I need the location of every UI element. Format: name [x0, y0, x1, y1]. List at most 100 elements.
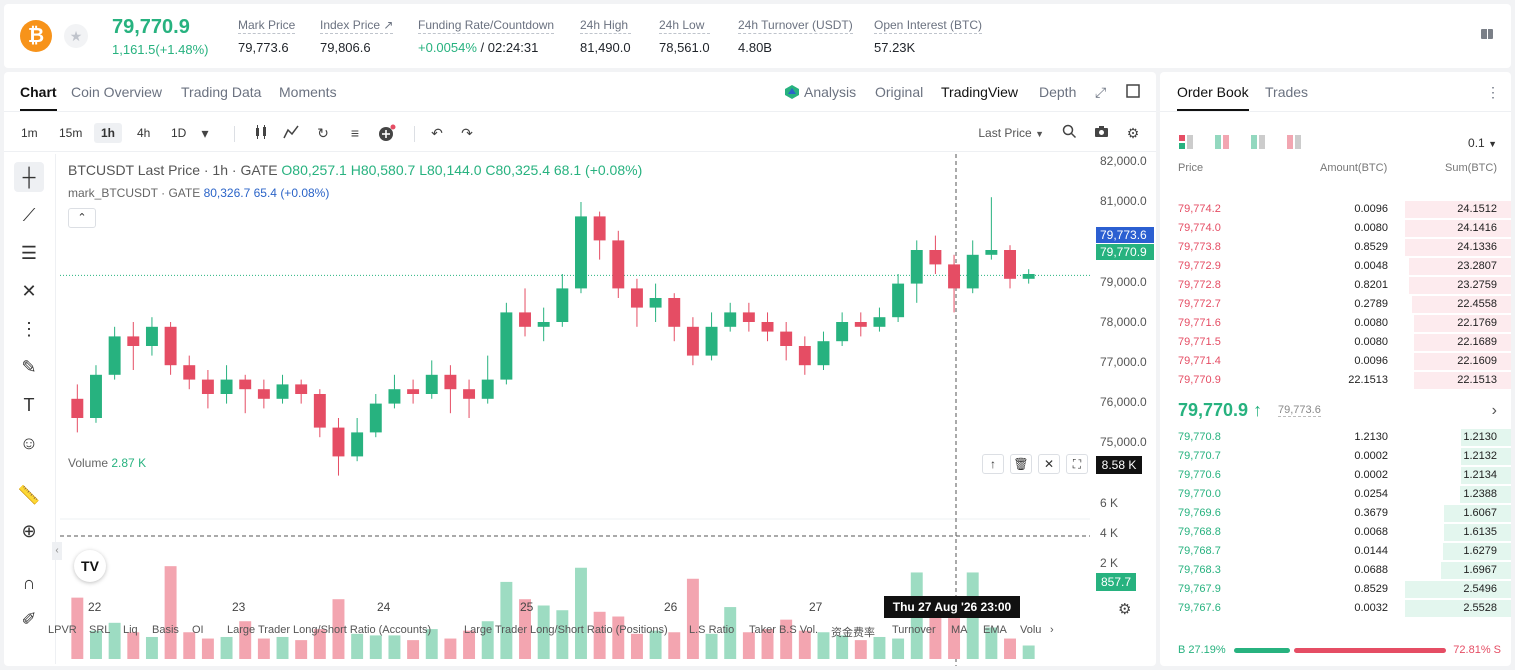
- stat-24h-turnover[interactable]: 24h Turnover (USDT) 4.80B: [738, 18, 853, 55]
- crosshair-tool-icon[interactable]: ┼: [14, 162, 44, 192]
- tab-chart[interactable]: Chart: [20, 84, 57, 111]
- pencil-icon[interactable]: ✐: [21, 609, 37, 629]
- indicator-item[interactable]: Liq: [123, 624, 138, 636]
- view-original[interactable]: Original: [875, 84, 924, 100]
- timeframe-1d[interactable]: 1D: [171, 126, 187, 140]
- search-icon[interactable]: [1060, 124, 1078, 142]
- axis-settings-icon[interactable]: ⚙: [1118, 601, 1132, 618]
- emoji-tool-icon[interactable]: ☺: [19, 433, 39, 453]
- analysis-view[interactable]: Analysis: [784, 84, 856, 100]
- tab-trades[interactable]: Trades: [1265, 84, 1309, 100]
- ask-row[interactable]: 79,774.2 0.0096 24.1512: [1160, 200, 1511, 219]
- timeframe-15m[interactable]: 15m: [59, 126, 83, 140]
- indicator-item[interactable]: OI: [192, 624, 204, 636]
- timeframe-1m[interactable]: 1m: [21, 126, 38, 140]
- precision-select[interactable]: 0.1 ▼: [1468, 136, 1497, 150]
- ask-row[interactable]: 79,774.0 0.0080 24.1416: [1160, 219, 1511, 238]
- ask-row[interactable]: 79,770.9 22.1513 22.1513: [1160, 371, 1511, 390]
- indicator-item[interactable]: Turnover: [892, 624, 936, 636]
- brush-tool-icon[interactable]: ✎: [21, 357, 37, 377]
- redo-icon[interactable]: ↷: [461, 125, 473, 141]
- ask-row[interactable]: 79,772.8 0.8201 23.2759: [1160, 276, 1511, 295]
- stat-open-interest[interactable]: Open Interest (BTC) 57.23K: [874, 18, 983, 55]
- timeframe-4h[interactable]: 4h: [137, 126, 151, 140]
- fib-tool-icon[interactable]: ⋮: [20, 319, 38, 339]
- bid-row[interactable]: 79,768.8 0.0068 1.6135: [1160, 523, 1511, 542]
- chevron-right-icon[interactable]: ›: [1050, 624, 1054, 636]
- ask-row[interactable]: 79,772.7 0.2789 22.4558: [1160, 295, 1511, 314]
- horizontal-lines-icon[interactable]: ☰: [20, 243, 38, 263]
- undo-icon[interactable]: ↶: [431, 125, 443, 141]
- move-pane-up-icon[interactable]: ↑: [982, 454, 1004, 474]
- layout-bids-icon[interactable]: [1250, 134, 1266, 155]
- magnet-icon[interactable]: ∩: [22, 573, 36, 593]
- bid-row[interactable]: 79,769.6 0.3679 1.6067: [1160, 504, 1511, 523]
- bid-row[interactable]: 79,770.0 0.0254 1.2388: [1160, 485, 1511, 504]
- ask-row[interactable]: 79,772.9 0.0048 23.2807: [1160, 257, 1511, 276]
- ask-amount: 0.0048: [1354, 260, 1388, 272]
- indicator-item[interactable]: L.S Ratio: [689, 624, 735, 636]
- indicator-item[interactable]: 资金费率: [831, 627, 875, 639]
- timeframe-1h[interactable]: 1h: [94, 123, 123, 143]
- layout-split-icon[interactable]: [1214, 134, 1230, 155]
- collapse-legend-button[interactable]: ⌃: [68, 208, 96, 228]
- indicators-icon[interactable]: [282, 124, 300, 142]
- text-tool-icon[interactable]: T: [23, 395, 35, 415]
- list-icon[interactable]: ≡: [350, 125, 360, 141]
- indicator-item[interactable]: MA: [951, 624, 968, 636]
- expand-icon[interactable]: ⤢: [1095, 84, 1107, 100]
- bid-row[interactable]: 79,768.3 0.0688 1.6967: [1160, 561, 1511, 580]
- bid-row[interactable]: 79,770.7 0.0002 1.2132: [1160, 447, 1511, 466]
- trendline-tool-icon[interactable]: ⟋: [22, 205, 36, 225]
- more-options-icon[interactable]: ⋮: [1486, 84, 1500, 100]
- tab-coin-overview[interactable]: Coin Overview: [71, 84, 163, 100]
- scroll-left-icon[interactable]: ‹: [52, 542, 62, 560]
- layout-both-icon[interactable]: [1178, 134, 1194, 155]
- indicator-item[interactable]: Large Trader Long/Short Ratio (Positions…: [464, 624, 668, 636]
- indicator-item[interactable]: SRL: [89, 624, 111, 636]
- view-depth[interactable]: Depth: [1039, 84, 1077, 100]
- maximize-pane-icon[interactable]: ⛶: [1066, 454, 1088, 474]
- zoom-in-icon[interactable]: ⊕: [21, 521, 37, 541]
- delete-pane-icon[interactable]: 🗑: [1010, 454, 1032, 474]
- tab-moments[interactable]: Moments: [279, 84, 337, 100]
- bid-row[interactable]: 79,770.6 0.0002 1.2134: [1160, 466, 1511, 485]
- view-tradingview[interactable]: TradingView: [941, 84, 1019, 100]
- bid-row[interactable]: 79,770.8 1.2130 1.2130: [1160, 428, 1511, 447]
- ask-row[interactable]: 79,771.4 0.0096 22.1609: [1160, 352, 1511, 371]
- tradingview-logo-icon[interactable]: TV: [74, 550, 106, 582]
- stat-funding-rate[interactable]: Funding Rate/Countdown +0.0054% / 02:24:…: [418, 18, 555, 55]
- bid-row[interactable]: 79,767.9 0.8529 2.5496: [1160, 580, 1511, 599]
- layout-asks-icon[interactable]: [1286, 134, 1302, 155]
- settings-gear-icon[interactable]: ⚙: [1126, 125, 1140, 141]
- pattern-tool-icon[interactable]: ✕: [21, 281, 37, 301]
- indicator-item[interactable]: LPVR: [48, 624, 77, 636]
- candlestick-type-icon[interactable]: [252, 124, 270, 142]
- indicator-item[interactable]: EMA: [983, 624, 1007, 636]
- favorite-star-icon[interactable]: ★: [64, 24, 88, 48]
- bid-row[interactable]: 79,767.6 0.0032 2.5528: [1160, 599, 1511, 618]
- indicator-item[interactable]: Taker B.S Vol.: [749, 624, 819, 636]
- collapse-pane-icon[interactable]: ✕: [1038, 454, 1060, 474]
- refresh-icon[interactable]: ↻: [317, 125, 329, 141]
- chevron-right-icon[interactable]: ›: [1491, 402, 1497, 419]
- ruler-tool-icon[interactable]: 📏: [17, 485, 41, 505]
- camera-icon[interactable]: [1092, 124, 1110, 142]
- stat-mark-price[interactable]: Mark Price 79,773.6: [238, 18, 296, 55]
- indicator-item[interactable]: Volu: [1020, 624, 1042, 636]
- ask-row[interactable]: 79,771.5 0.0080 22.1689: [1160, 333, 1511, 352]
- chevron-down-icon[interactable]: ▾: [201, 125, 209, 141]
- indicator-item[interactable]: Large Trader Long/Short Ratio (Accounts): [227, 624, 432, 636]
- bid-row[interactable]: 79,768.7 0.0144 1.6279: [1160, 542, 1511, 561]
- book-icon[interactable]: [1479, 26, 1497, 44]
- candlestick-chart[interactable]: [60, 154, 1090, 666]
- ask-row[interactable]: 79,771.6 0.0080 22.1769: [1160, 314, 1511, 333]
- add-indicator-icon[interactable]: [378, 124, 396, 142]
- indicator-item[interactable]: Basis: [152, 624, 179, 636]
- price-type-select[interactable]: Last Price ▼: [978, 126, 1044, 140]
- tab-trading-data[interactable]: Trading Data: [181, 84, 262, 100]
- ask-row[interactable]: 79,773.8 0.8529 24.1336: [1160, 238, 1511, 257]
- stat-index-price[interactable]: Index Price ↗ 79,806.6: [320, 18, 394, 55]
- tab-order-book[interactable]: Order Book: [1177, 84, 1249, 111]
- window-icon[interactable]: [1126, 84, 1140, 101]
